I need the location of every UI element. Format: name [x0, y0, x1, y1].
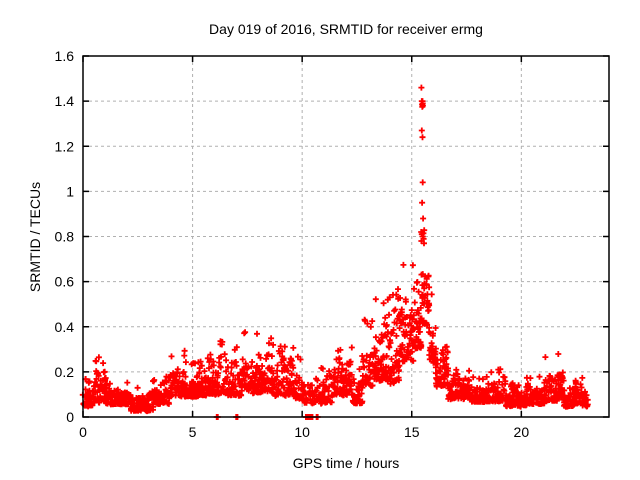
scatter-points-layer	[79, 84, 591, 420]
chart-title: Day 019 of 2016, SRMTID for receiver erm…	[209, 21, 483, 37]
y-tick-label: 0.2	[55, 364, 75, 380]
y-tick-label: 0.8	[55, 229, 75, 245]
y-tick-label: 0.4	[55, 319, 75, 335]
grid-layer	[83, 56, 609, 417]
x-tick-label: 15	[404, 424, 420, 440]
y-axis-label: SRMTID / TECUs	[27, 182, 43, 292]
y-tick-label: 1.4	[55, 93, 75, 109]
x-tick-label: 5	[189, 424, 197, 440]
y-tick-label: 1.2	[55, 138, 75, 154]
y-tick-label: 0.6	[55, 274, 75, 290]
x-tick-label: 20	[514, 424, 530, 440]
x-tick-label: 0	[79, 424, 87, 440]
x-axis-label: GPS time / hours	[293, 455, 400, 471]
y-tick-label: 1.6	[55, 48, 75, 64]
x-tick-label: 10	[294, 424, 310, 440]
axis-layer: 0 5 10 15 20 0 0.2 0.4 0.6 0.8 1 1.2 1.4 1.6	[55, 48, 610, 440]
y-tick-label: 1	[66, 183, 74, 199]
scatter-plus-markers	[79, 84, 591, 420]
y-tick-label: 0	[66, 409, 74, 425]
